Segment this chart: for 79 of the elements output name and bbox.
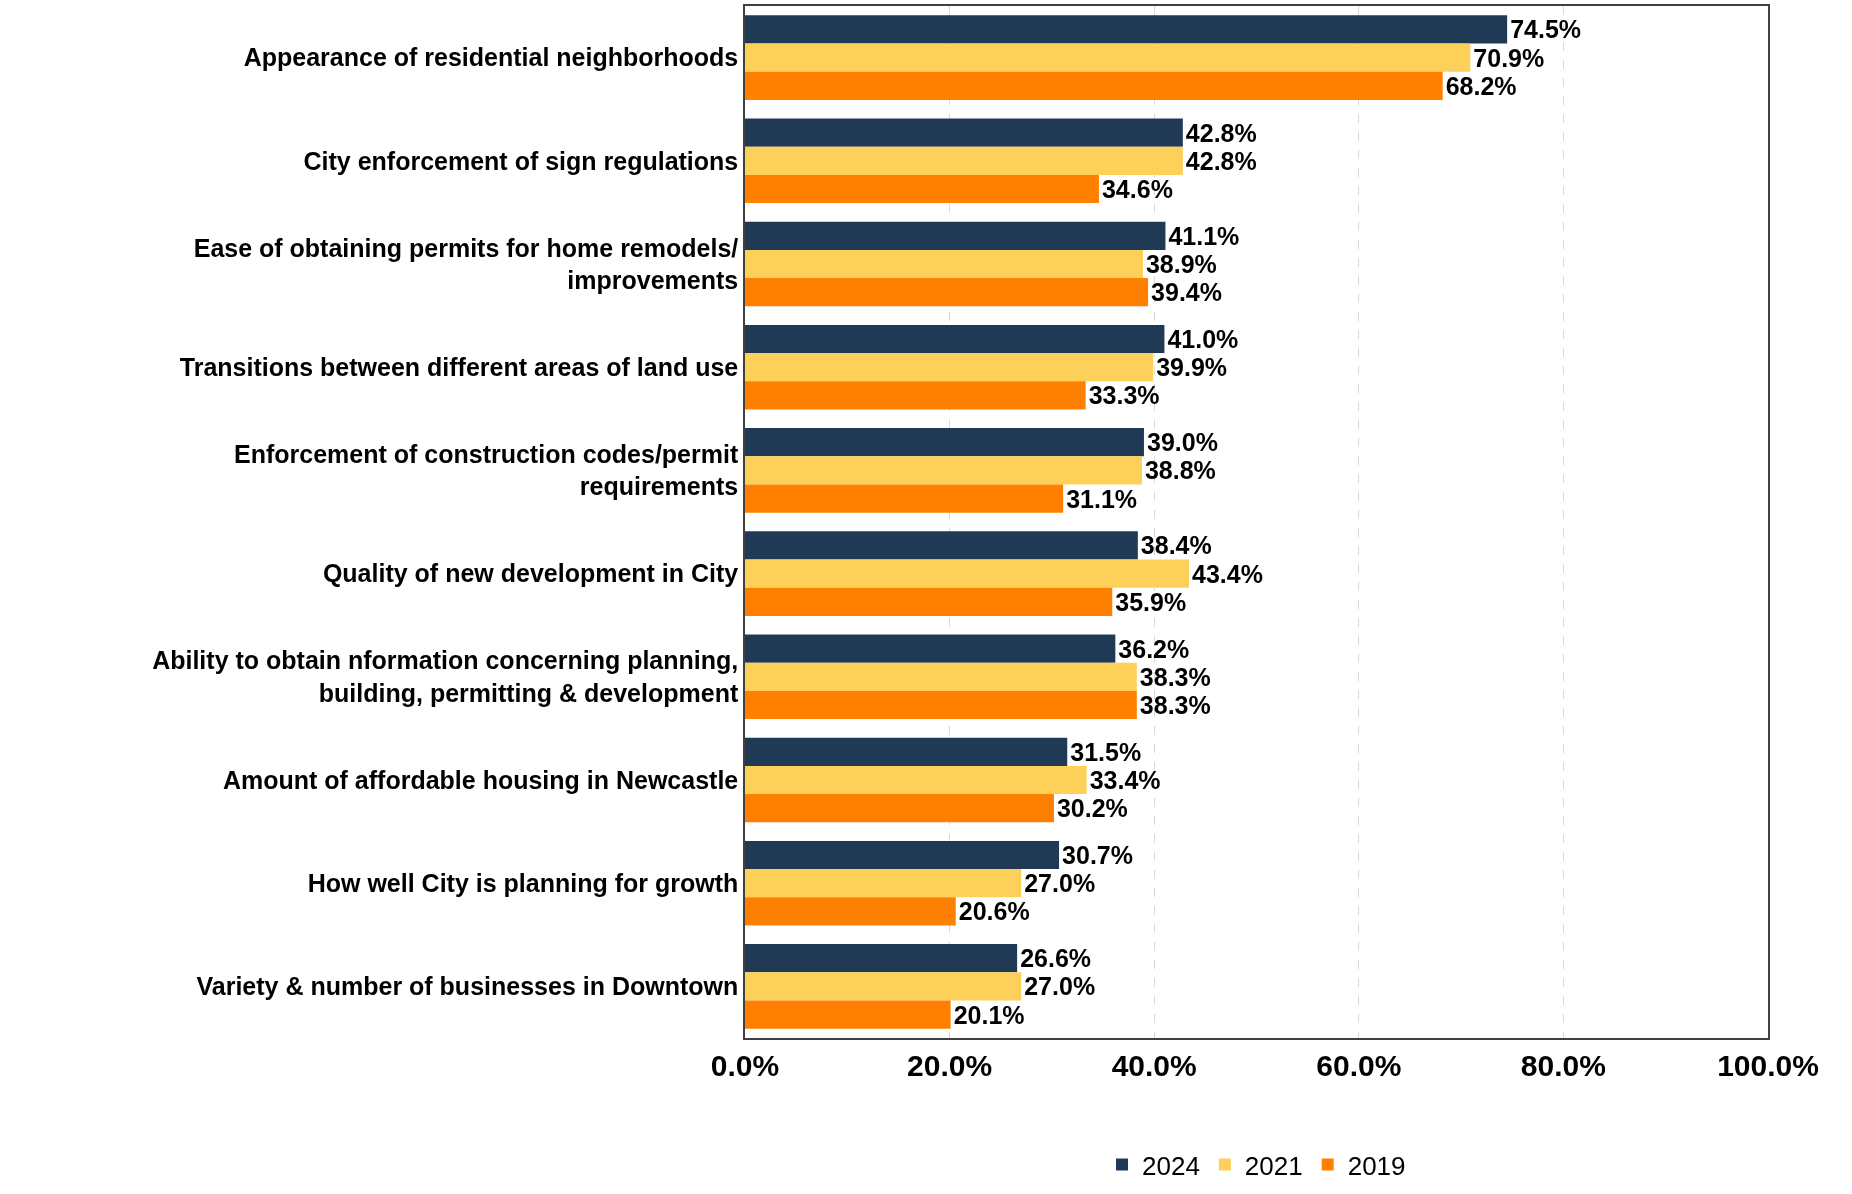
data-label: 30.2% bbox=[1056, 794, 1128, 823]
legend-label: 2024 bbox=[1142, 1150, 1200, 1181]
bar bbox=[745, 456, 1142, 485]
bar bbox=[745, 484, 1064, 513]
data-label: 39.9% bbox=[1156, 353, 1228, 382]
bar bbox=[745, 381, 1086, 410]
data-label: 38.4% bbox=[1140, 531, 1212, 560]
bar bbox=[745, 662, 1137, 691]
data-label: 20.6% bbox=[958, 897, 1030, 926]
bar bbox=[745, 587, 1113, 616]
bar bbox=[745, 531, 1138, 560]
data-label: 30.7% bbox=[1062, 840, 1133, 869]
bar bbox=[745, 324, 1165, 354]
y-tick-label: Appearance of residential neighborhoods bbox=[243, 43, 739, 72]
y-tick-label: Transitions between different areas of land use bbox=[179, 352, 739, 381]
bar bbox=[745, 428, 1144, 457]
data-label: 39.4% bbox=[1151, 278, 1222, 307]
data-label: 33.3% bbox=[1088, 381, 1160, 410]
bar bbox=[745, 15, 1508, 44]
bar bbox=[745, 43, 1471, 72]
y-tick-label: Enforcement of construction codes/permit requirements bbox=[234, 439, 739, 501]
y-tick-label: How well City is planning for growth bbox=[307, 868, 739, 897]
bar bbox=[745, 690, 1137, 720]
data-label: 34.6% bbox=[1101, 175, 1173, 204]
data-label: 68.2% bbox=[1445, 71, 1517, 100]
bar bbox=[745, 221, 1166, 250]
bar bbox=[745, 944, 1018, 973]
y-tick-label: Quality of new development in City bbox=[322, 559, 739, 588]
legend-label: 2021 bbox=[1244, 1150, 1303, 1181]
data-label: 27.0% bbox=[1024, 972, 1096, 1001]
data-label: 70.9% bbox=[1473, 43, 1545, 72]
bar bbox=[745, 559, 1189, 588]
bar bbox=[745, 897, 956, 926]
bar bbox=[745, 249, 1143, 279]
data-label: 38.9% bbox=[1145, 250, 1217, 278]
data-label: 38.3% bbox=[1139, 691, 1211, 720]
data-label: 31.5% bbox=[1070, 737, 1142, 766]
data-label: 35.9% bbox=[1115, 587, 1187, 616]
data-label: 42.8% bbox=[1185, 118, 1257, 147]
data-label: 26.6% bbox=[1020, 944, 1092, 973]
y-tick-label: Ability to obtain nformation concerning planning, building, permitting & development bbox=[152, 646, 739, 707]
bar bbox=[745, 353, 1154, 382]
data-label: 33.4% bbox=[1089, 766, 1161, 794]
data-label: 38.3% bbox=[1139, 662, 1211, 691]
bar bbox=[745, 118, 1183, 147]
y-tick-label: Ease of obtaining permits for home remodels/ improvements bbox=[193, 233, 739, 294]
x-tick-label: 60.0% bbox=[1316, 1048, 1402, 1082]
bar bbox=[745, 840, 1060, 870]
x-tick-label: 0.0% bbox=[710, 1048, 780, 1082]
data-label: 41.1% bbox=[1168, 221, 1240, 250]
bar bbox=[745, 174, 1099, 204]
bar bbox=[745, 794, 1054, 823]
data-label: 27.0% bbox=[1024, 869, 1096, 898]
bar bbox=[745, 71, 1443, 100]
x-tick-label: 100.0% bbox=[1717, 1048, 1819, 1082]
data-label: 39.0% bbox=[1146, 428, 1218, 457]
bar bbox=[745, 1000, 951, 1029]
x-tick-label: 40.0% bbox=[1111, 1048, 1197, 1082]
y-tick-label: Amount of affordable housing in Newcastle bbox=[222, 765, 739, 794]
bar bbox=[745, 146, 1183, 175]
bar bbox=[745, 737, 1068, 766]
data-label: 74.5% bbox=[1510, 15, 1582, 44]
legend-label: 2019 bbox=[1347, 1150, 1406, 1181]
bar bbox=[745, 278, 1149, 307]
x-tick-label: 80.0% bbox=[1520, 1048, 1606, 1082]
data-label: 43.4% bbox=[1191, 559, 1263, 588]
bar bbox=[745, 869, 1022, 898]
bar bbox=[745, 765, 1087, 795]
data-label: 20.1% bbox=[953, 1000, 1025, 1029]
data-label: 41.0% bbox=[1167, 324, 1239, 353]
bar bbox=[745, 972, 1022, 1001]
x-tick-label: 20.0% bbox=[907, 1048, 993, 1082]
data-label: 42.8% bbox=[1185, 146, 1257, 175]
data-label: 31.1% bbox=[1066, 484, 1138, 513]
bar bbox=[745, 634, 1116, 663]
y-tick-label: Variety & number of businesses in Downtown bbox=[196, 972, 739, 1001]
y-tick-label: City enforcement of sign regulations bbox=[303, 146, 739, 175]
data-label: 38.8% bbox=[1144, 456, 1216, 485]
data-label: 36.2% bbox=[1118, 634, 1190, 663]
